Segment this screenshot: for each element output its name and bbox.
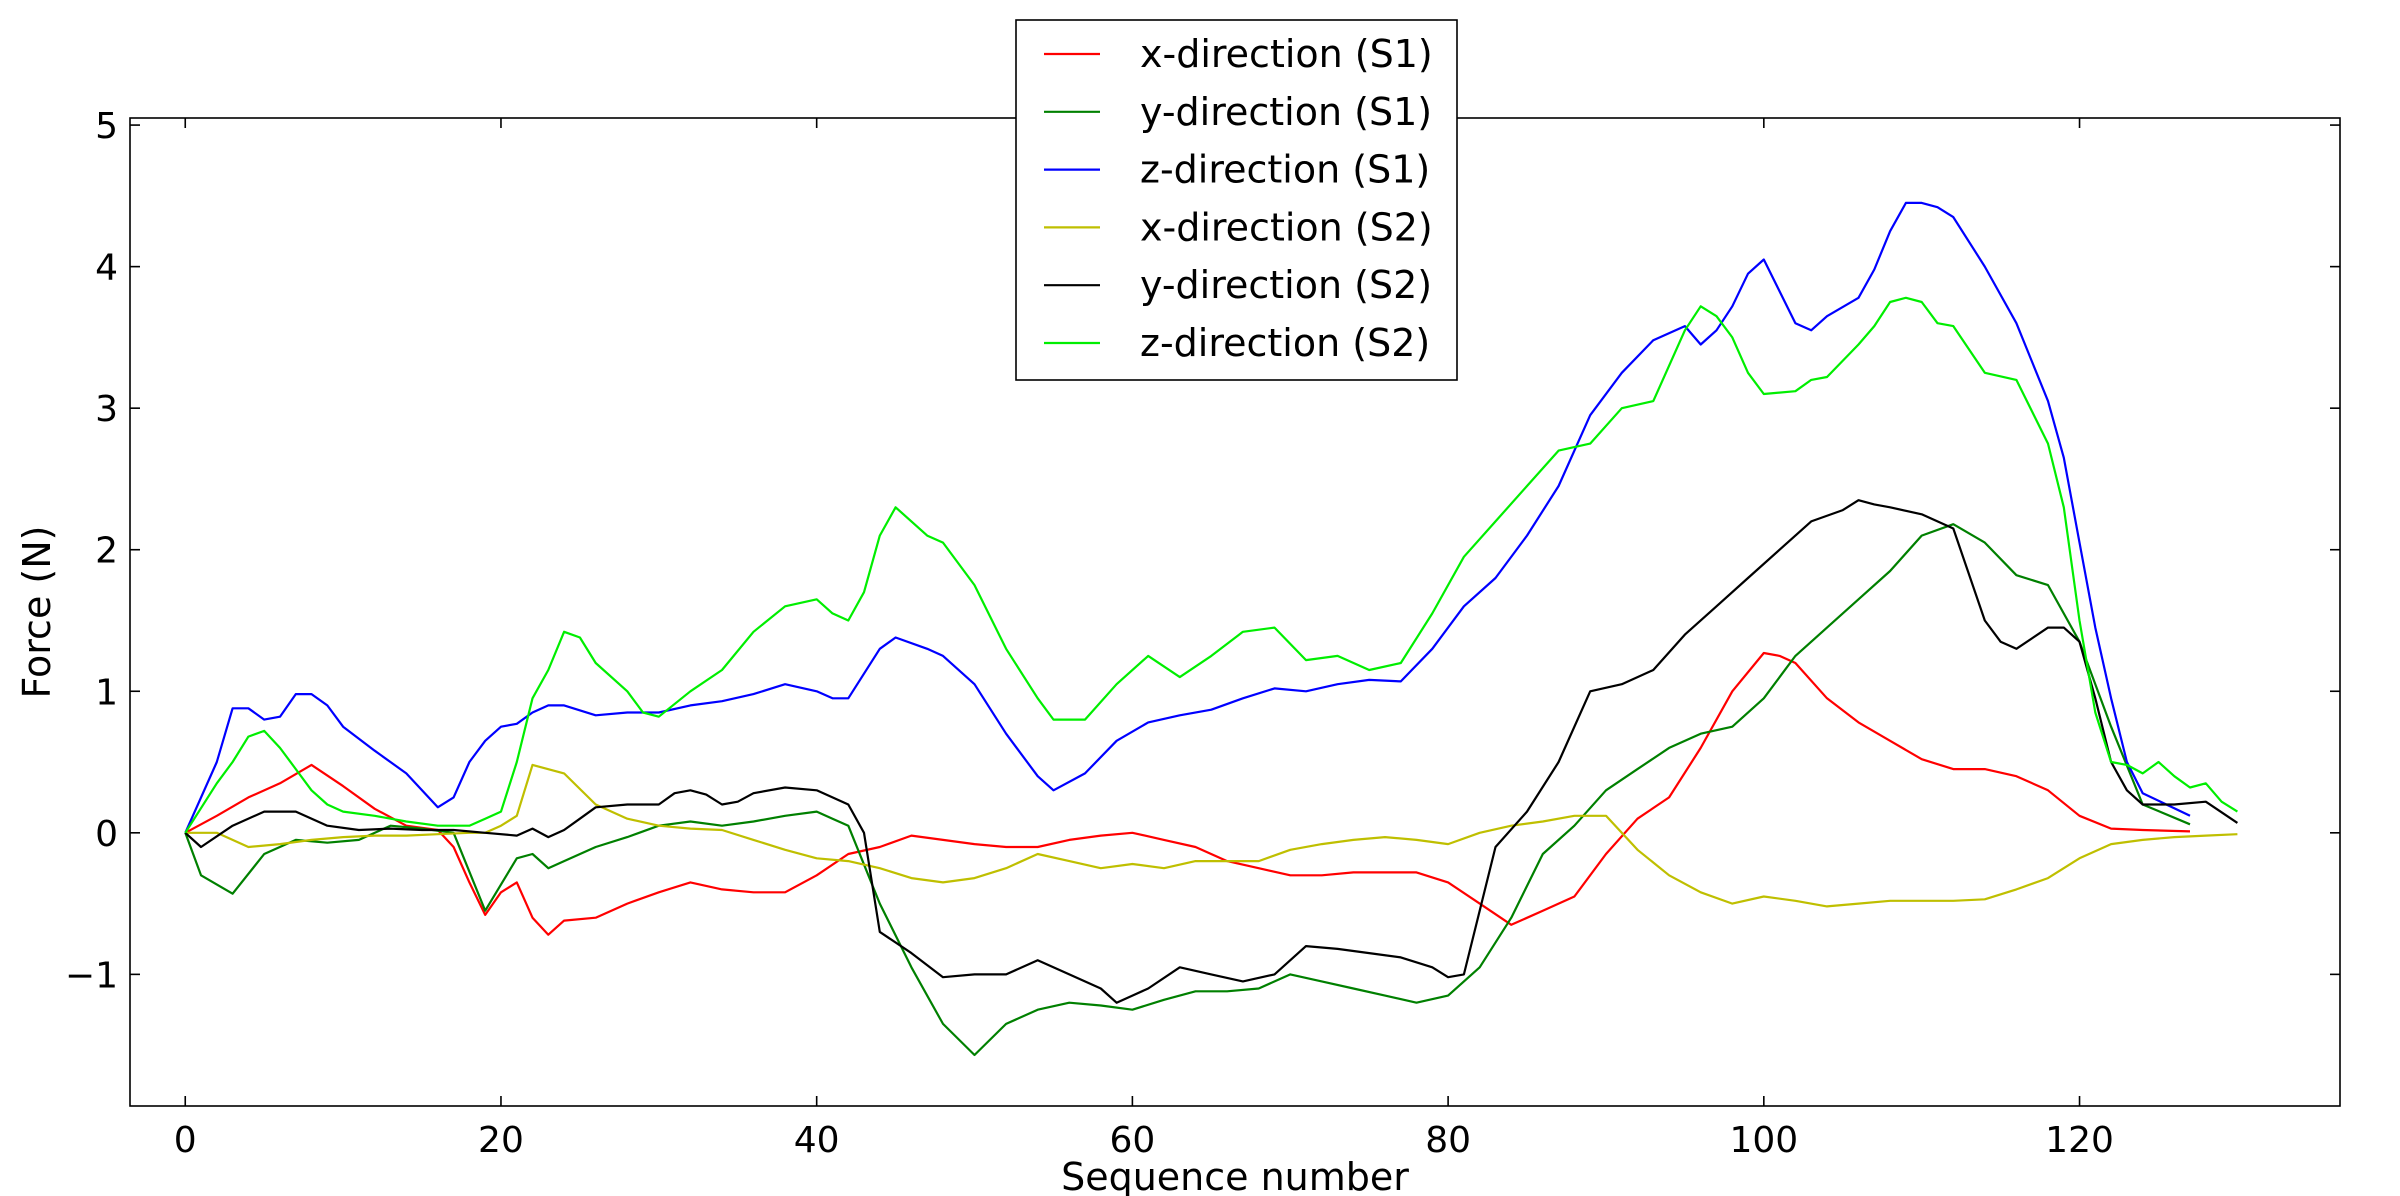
y-tick-label: 0 — [95, 814, 118, 855]
series-line-3 — [184, 201, 2191, 834]
x-tick-label: 120 — [2045, 1120, 2114, 1161]
legend-label-4: x-direction (S2) — [1140, 205, 1433, 249]
series-line-1 — [184, 651, 2191, 936]
y-axis-label: Force (N) — [15, 526, 59, 699]
y-tick-label: 2 — [95, 531, 118, 572]
y-tick-label: 3 — [95, 389, 118, 430]
legend-label-5: y-direction (S2) — [1140, 263, 1432, 307]
legend-label-2: y-direction (S1) — [1140, 90, 1432, 134]
legend: x-direction (S1) y-direction (S1) z-direct… — [1015, 19, 1458, 381]
x-tick-label: 40 — [794, 1120, 840, 1161]
legend-label-6: z-direction (S2) — [1140, 321, 1430, 365]
x-tick-label: 80 — [1425, 1120, 1471, 1161]
x-tick-label: 100 — [1729, 1120, 1798, 1161]
legend-label-1: x-direction (S1) — [1140, 32, 1433, 76]
y-tick-label: 5 — [95, 106, 118, 147]
series-line-4 — [185, 763, 2238, 908]
y-tick-label: 1 — [95, 672, 118, 713]
series-line-2 — [184, 523, 2191, 1057]
legend-label-3: z-direction (S1) — [1140, 148, 1430, 192]
series-layer — [184, 201, 2239, 1057]
x-tick-label: 60 — [1109, 1120, 1155, 1161]
legend-box — [1015, 19, 1458, 381]
y-tick-label: 4 — [95, 248, 118, 289]
y-tick-label: −1 — [65, 955, 118, 996]
series-line-6 — [184, 296, 2238, 834]
x-axis-label: Sequence number — [1061, 1155, 1409, 1196]
x-axis-ticks: 0 20 40 60 80 100 120 — [174, 118, 2114, 1161]
x-tick-label: 0 — [174, 1120, 197, 1161]
y-axis-ticks: −1 0 1 2 3 4 5 — [65, 106, 2340, 996]
series-line-5 — [184, 499, 2239, 1004]
x-tick-label: 20 — [478, 1120, 524, 1161]
